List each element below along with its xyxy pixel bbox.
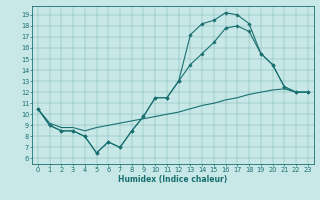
X-axis label: Humidex (Indice chaleur): Humidex (Indice chaleur) (118, 175, 228, 184)
